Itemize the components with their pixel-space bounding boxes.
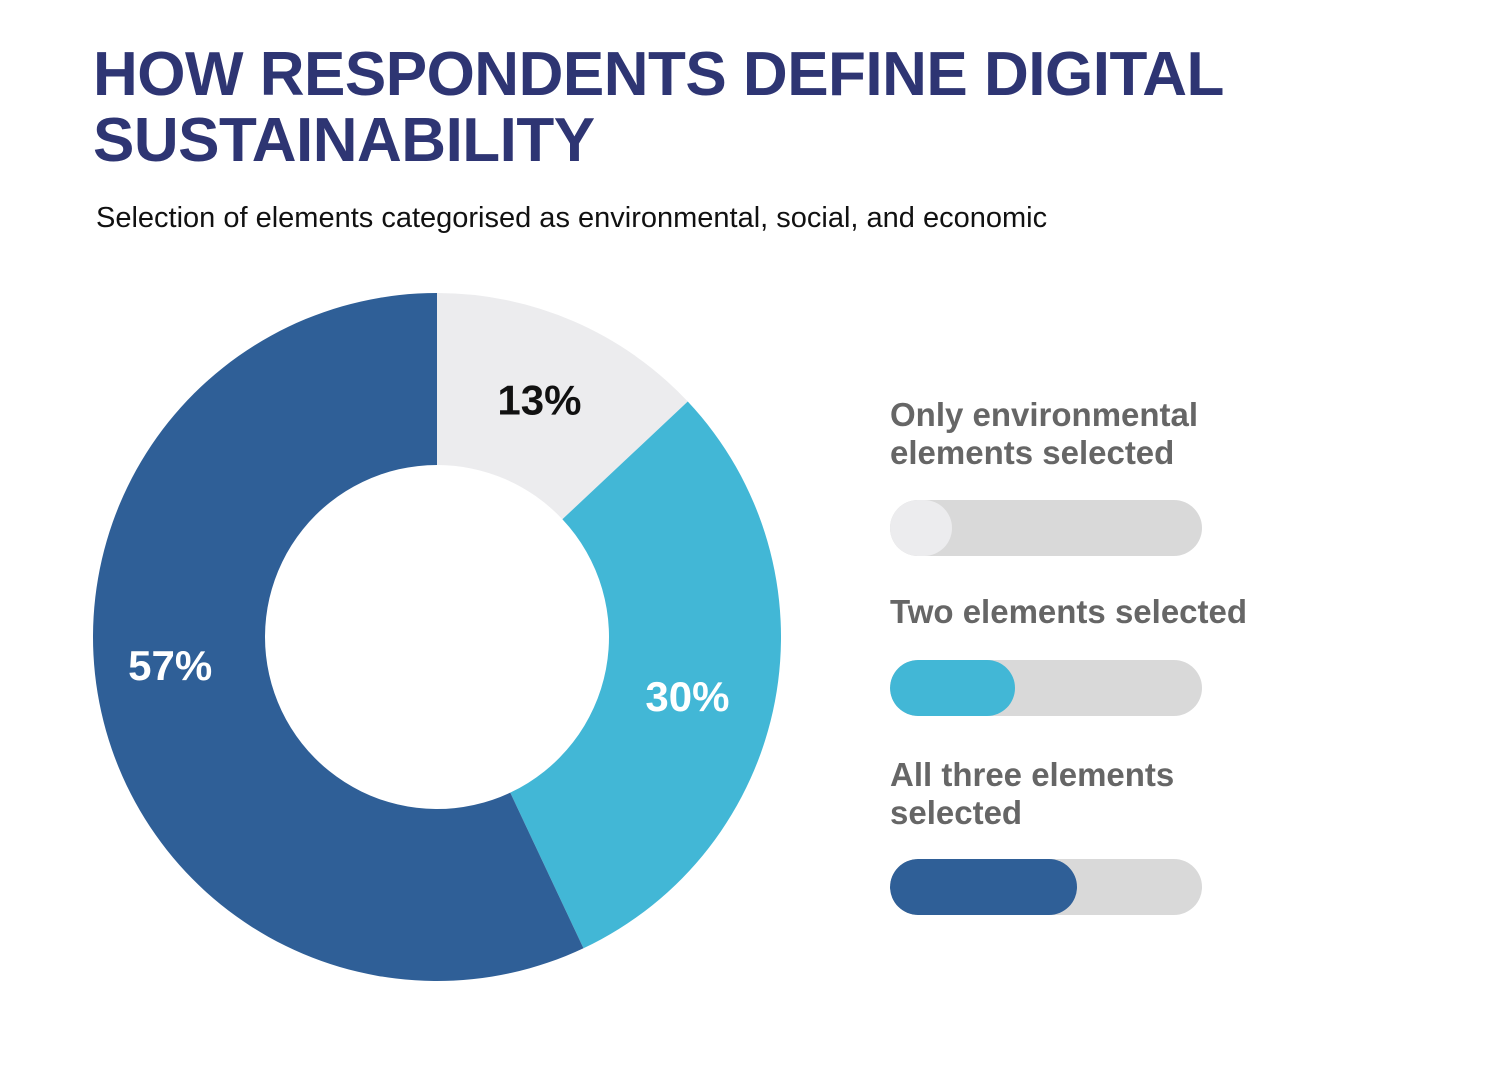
legend-label-all-three: All three elements selected	[890, 756, 1175, 831]
legend-bar-fill-all-three	[890, 859, 1078, 915]
legend-bar-fill-environmental	[890, 500, 953, 556]
legend-label-two: Two elements selected	[890, 593, 1248, 630]
donut-slice-all-three	[92, 293, 584, 981]
slice-label-all-three: 57%	[128, 642, 212, 689]
donut-slice-environmental	[437, 293, 688, 520]
legend-label-environmental: Only environmental elements selected	[890, 396, 1199, 471]
slice-label-two: 30%	[645, 673, 729, 720]
slice-label-environmental: 13%	[497, 377, 581, 424]
donut-slice-two	[510, 401, 781, 949]
legend-bar-environmental	[890, 500, 1202, 556]
chart-title: HOW RESPONDENTS DEFINE DIGITAL SUSTAINAB…	[93, 40, 1223, 175]
legend-bar-fill-two	[890, 660, 1015, 716]
chart-subtitle: Selection of elements categorised as env…	[96, 202, 1048, 234]
legend-bar-all-three	[890, 859, 1202, 915]
legend-bar-two	[890, 660, 1202, 716]
